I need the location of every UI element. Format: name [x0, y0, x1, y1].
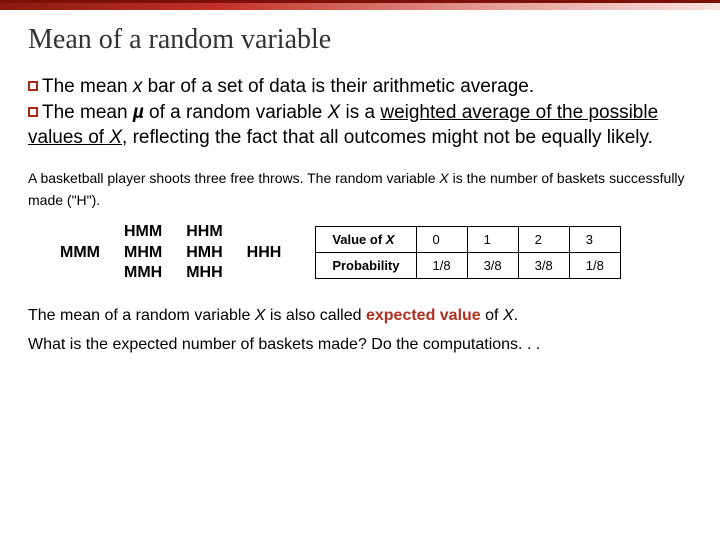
bullet-icon: [28, 81, 38, 91]
para2-c: is a: [340, 102, 380, 123]
bullet-icon: [28, 107, 38, 117]
footer-line-1: The mean of a random variable X is also …: [28, 302, 692, 331]
cell-p0: 1/8: [416, 253, 467, 279]
para2-mu: µ: [133, 102, 144, 123]
body-paragraphs: The mean x bar of a set of data is their…: [0, 74, 720, 159]
para1-xbar: x: [133, 76, 143, 97]
example-X: X: [439, 170, 448, 186]
probability-table: Value of X 0 1 2 3 Probability 1/8 3/8 3…: [315, 226, 621, 279]
table-row: Probability 1/8 3/8 3/8 1/8: [316, 253, 621, 279]
slide: Mean of a random variable The mean x bar…: [0, 0, 720, 540]
cell-value-label: Value of X: [316, 227, 416, 253]
para1-b: bar of a set of data is their arithmetic…: [142, 76, 534, 97]
para2-a: The mean: [42, 102, 133, 123]
table-row: Value of X 0 1 2 3: [316, 227, 621, 253]
outcome-row: MMM HMM MHM MMH HHM HMH MHH HHH Value of…: [0, 216, 720, 290]
example-a: A basketball player shoots three free th…: [28, 170, 439, 186]
slide-title: Mean of a random variable: [0, 10, 720, 74]
para1-a: The mean: [42, 76, 133, 97]
cell-v1: 1: [467, 227, 518, 253]
cell-p1: 3/8: [467, 253, 518, 279]
title-gradient-bar: [0, 0, 720, 10]
cell-v3: 3: [569, 227, 620, 253]
footer-line-2: What is the expected number of baskets m…: [28, 331, 692, 360]
para2-d: , reflecting the fact that all outcomes …: [122, 127, 653, 148]
outcome-col-3: HHH: [247, 243, 282, 264]
outcome-col-0: MMM: [60, 243, 100, 264]
cell-v2: 2: [518, 227, 569, 253]
outcome-col-2: HHM HMH MHH: [186, 222, 222, 284]
outcome-col-1: HMM MHM MMH: [124, 222, 162, 284]
para2-X: X: [328, 102, 341, 123]
cell-p2: 3/8: [518, 253, 569, 279]
cell-v0: 0: [416, 227, 467, 253]
footer-text: The mean of a random variable X is also …: [0, 290, 720, 364]
cell-prob-label: Probability: [316, 253, 416, 279]
cell-p3: 1/8: [569, 253, 620, 279]
example-text: A basketball player shoots three free th…: [0, 159, 720, 216]
para2-b: of a random variable: [144, 102, 328, 123]
